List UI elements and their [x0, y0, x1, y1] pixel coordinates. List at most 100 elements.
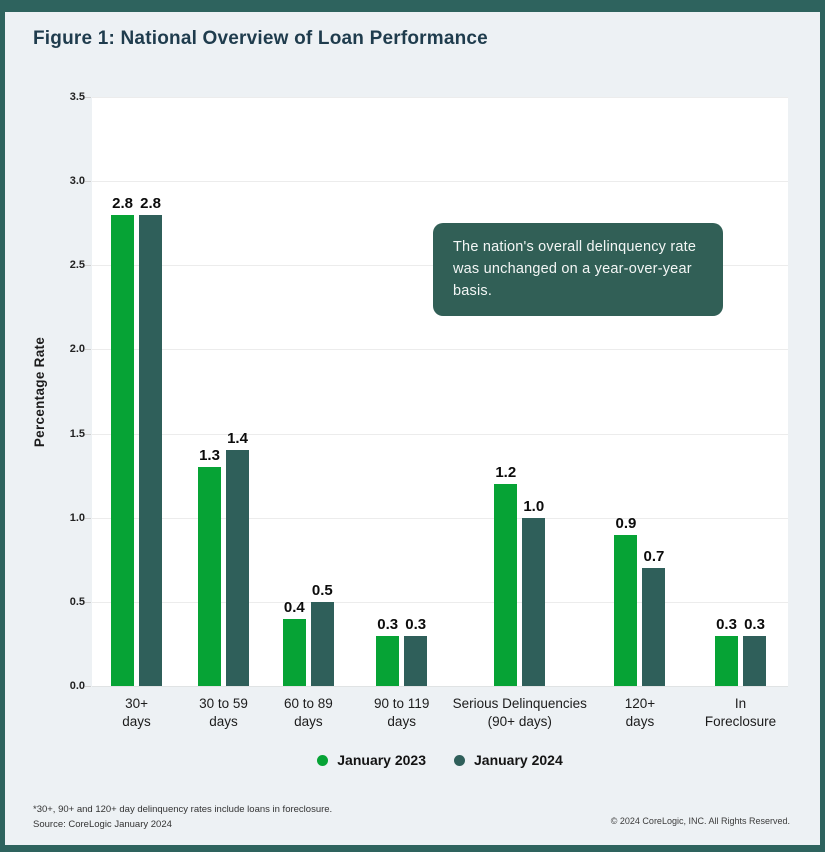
bar-january-2024 — [522, 517, 546, 686]
category-label: In Foreclosure — [704, 696, 777, 730]
category-label: 90 to 119 days — [374, 696, 430, 730]
footnote-line-1: *30+, 90+ and 120+ day delinquency rates… — [33, 804, 333, 815]
y-tick-mark — [85, 97, 91, 98]
bar-january-2023 — [494, 484, 518, 686]
y-tick-mark — [85, 349, 91, 351]
annotation-text: The nation's overall delinquency rate wa… — [453, 239, 697, 299]
bar-column: 0.7 — [642, 548, 666, 686]
bar-january-2024 — [226, 450, 250, 686]
value-label: 0.4 — [283, 598, 305, 616]
bar-column: 1.0 — [522, 497, 546, 686]
y-tick-label: 1.5 — [69, 427, 85, 440]
bar-january-2023 — [715, 635, 738, 686]
bar-groups: 2.8 2.8 30+ days 1.3 1.4 30 to 59 days 0.4 0.5 60 … — [92, 97, 788, 731]
legend-item-january-2023: January 2023 — [317, 752, 426, 768]
category-label: 60 to 89 days — [283, 696, 333, 730]
legend-dot-january-2023 — [317, 754, 329, 766]
y-tick-label: 0.0 — [69, 680, 85, 692]
bar-pair: 0.3 0.3 — [715, 97, 766, 686]
legend-dot-january-2024 — [454, 754, 465, 766]
category-label: Serious Delinquencies (90+ days) — [452, 696, 587, 730]
category-label: 120+ days — [624, 696, 656, 730]
bar-january-2024 — [404, 635, 428, 686]
bar-group: 2.8 2.8 30+ days — [92, 97, 181, 731]
value-label: 1.3 — [199, 447, 220, 465]
gridline — [92, 181, 788, 183]
bar-pair: 1.3 1.4 — [198, 97, 250, 686]
y-tick-mark — [85, 181, 91, 183]
bar-group: 1.2 1.0 Serious Delinquencies (90+ days) — [453, 97, 587, 731]
y-tick-mark — [85, 601, 91, 603]
legend-label: January 2023 — [337, 752, 426, 768]
bar-january-2024 — [642, 568, 666, 686]
bar-column: 0.3 — [376, 615, 400, 686]
gridline — [92, 433, 788, 435]
bar-column: 0.5 — [310, 581, 334, 686]
bar-pair: 0.4 0.5 — [282, 97, 334, 686]
copyright-text: © 2024 CoreLogic, INC. All Rights Reserv… — [610, 816, 790, 826]
bar-column: 0.4 — [282, 598, 306, 686]
bar-group: 0.3 0.3 In Foreclosure — [693, 97, 788, 731]
bar-pair: 0.3 0.3 — [376, 97, 428, 686]
gridline — [92, 349, 788, 351]
value-label: 0.3 — [377, 615, 399, 633]
figure-card: Figure 1: National Overview of Loan Perf… — [5, 12, 820, 845]
y-tick-label: 3.0 — [69, 175, 85, 188]
gridline — [92, 97, 788, 98]
bar-column: 2.8 — [111, 194, 135, 686]
category-label: 30 to 59 days — [199, 696, 248, 730]
y-tick-label: 3.5 — [69, 91, 85, 103]
value-label: 1.2 — [495, 464, 517, 482]
y-axis: 3.5 3.0 2.5 2.0 1.5 1.0 0.5 0.0 — [5, 91, 85, 692]
value-label: 0.3 — [405, 615, 427, 633]
bar-column: 2.8 — [139, 194, 163, 686]
bar-pair: 1.2 1.0 — [494, 97, 546, 686]
y-tick-label: 0.5 — [69, 595, 85, 608]
bar-january-2024 — [743, 635, 766, 686]
footnote: *30+, 90+ and 120+ day delinquency rates… — [33, 803, 332, 832]
value-label: 0.5 — [311, 581, 333, 599]
bar-column: 0.3 — [404, 615, 428, 686]
y-tick-label: 2.5 — [69, 259, 85, 272]
bar-january-2024 — [310, 601, 334, 686]
bar-january-2023 — [111, 214, 135, 686]
annotation-callout: The nation's overall delinquency rate wa… — [433, 223, 723, 317]
legend-label: January 2024 — [474, 752, 563, 768]
bar-group: 1.3 1.4 30 to 59 days — [181, 97, 266, 731]
y-tick-label: 1.0 — [69, 511, 85, 524]
y-tick-mark — [85, 686, 91, 687]
value-label: 1.0 — [523, 497, 545, 515]
chart-legend: January 2023 January 2024 — [92, 752, 788, 768]
footnote-line-2: Source: CoreLogic January 2024 — [33, 818, 172, 830]
bar-group: 0.3 0.3 90 to 119 days — [351, 97, 453, 731]
bar-column: 0.3 — [715, 616, 738, 686]
value-label: 2.8 — [112, 194, 133, 212]
value-label: 0.9 — [615, 514, 637, 532]
bar-column: 1.3 — [198, 447, 222, 686]
bar-january-2023 — [198, 467, 222, 686]
value-label: 0.3 — [744, 615, 765, 633]
bar-pair: 0.9 0.7 — [614, 97, 666, 686]
y-tick-label: 2.0 — [69, 343, 85, 356]
legend-item-january-2024: January 2024 — [454, 752, 563, 768]
y-tick-mark — [85, 433, 91, 435]
value-label: 2.8 — [140, 194, 161, 212]
bar-column: 1.4 — [226, 430, 250, 686]
bar-january-2023 — [282, 618, 306, 686]
bar-january-2023 — [614, 534, 638, 686]
value-label: 0.7 — [643, 548, 665, 566]
y-tick-mark — [85, 265, 91, 267]
value-label: 0.3 — [716, 615, 737, 633]
bar-column: 0.9 — [614, 514, 638, 686]
figure-title: Figure 1: National Overview of Loan Perf… — [33, 28, 488, 49]
gridline — [92, 601, 788, 603]
y-tick-mark — [85, 517, 91, 519]
gridline — [92, 517, 788, 519]
bar-january-2023 — [376, 635, 400, 686]
bar-column: 1.2 — [494, 464, 518, 686]
value-label: 1.4 — [227, 430, 248, 448]
y-axis-title: Percentage Rate — [32, 336, 47, 448]
bar-pair: 2.8 2.8 — [111, 97, 163, 686]
bar-group: 0.4 0.5 60 to 89 days — [266, 97, 351, 731]
bar-column: 0.3 — [743, 616, 766, 686]
